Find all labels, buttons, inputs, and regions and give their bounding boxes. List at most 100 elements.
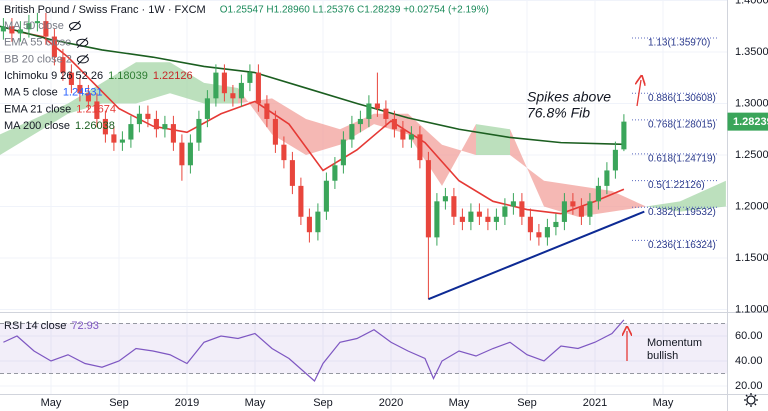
candle-body [408,134,414,140]
x-tick-label: 2019 [175,397,199,409]
candle-body [544,227,550,238]
candle-body [510,201,516,207]
ichimoku-cloud [612,191,646,212]
candle-body [578,206,584,217]
candle-body [204,98,210,119]
candle-body [196,118,202,143]
candle-body [255,72,261,104]
fib-label: 0.382(1.19532) [648,207,716,218]
candle-body [451,196,457,217]
eye-off-icon [68,22,81,30]
candle-body [332,165,338,181]
ichimoku-cloud [646,201,680,212]
candle-body [527,216,533,233]
candle-body [570,201,576,207]
candle-body [340,139,346,166]
candle-body [349,124,355,140]
candle-body [587,201,593,217]
price-pane [0,12,726,301]
candle-body [323,180,329,212]
candle-body [289,160,295,186]
settings-icon[interactable] [744,393,758,407]
chart-title: British Pound / Swiss Franc · 1W · FXCM [4,4,206,16]
arrow-up [637,80,641,107]
candle-body [230,93,236,99]
legend-value: 1.21674 [76,103,116,115]
x-tick-label: May [245,397,266,409]
candle-body [595,185,601,202]
annotation-text: Momentum [647,337,702,349]
rsi-pane [0,319,727,382]
ichimoku-cloud [34,103,68,135]
candle-body [247,72,253,83]
ichimoku-cloud [476,124,510,155]
legend-name: MA 50 close [4,20,64,32]
candle-body [366,103,372,119]
x-tick-label: May [41,397,62,409]
candle-body [34,21,40,24]
candle-body [315,211,321,233]
candle-body [0,26,6,32]
rsi-legend-value: 72.93 [71,320,99,332]
fib-label: 0.236(1.16324) [648,240,716,251]
candle-body [9,26,15,34]
candle-body [561,201,567,222]
y-tick-label: 1.25000 [735,149,768,161]
candle-body [94,101,100,119]
fib-label: 0.618(1.24719) [648,154,716,165]
legend-value: 1.24531 [63,87,103,99]
candle-body [213,72,219,99]
candle-body [68,72,74,85]
x-tick-label: Sep [517,397,537,409]
candle-body [621,121,627,150]
candle-body [391,118,397,130]
candle-body [128,124,134,140]
candle-body [17,29,23,34]
x-tick-label: 2020 [379,397,403,409]
candle-body [604,170,610,186]
fib-label: 0.768(1.28015) [648,120,716,131]
last-price-label: 1.28239 [733,116,768,128]
y-tick-label: 1.15000 [735,252,768,264]
legend-name: MA 200 close [4,120,70,132]
rsi-legend-name: RSI 14 close [4,320,66,332]
candle-body [417,134,423,161]
x-tick-label: Sep [109,397,129,409]
legend-name: BB 20 close 2 [4,53,72,65]
ichimoku-cloud [306,118,340,155]
ohlc-values: O1.25547 H1.28960 L1.25376 C1.28239 +0.0… [220,5,489,16]
fib-label: 0.886(1.30608) [648,93,716,104]
candle-body [238,82,244,99]
ichimoku-cloud [544,180,578,217]
candle-body [519,201,525,217]
ichimoku-cloud [0,118,34,155]
candle-body [60,57,66,73]
candle-body [502,206,508,217]
x-tick-label: May [449,397,470,409]
candle-body [357,118,363,125]
legend-value: 1.18039 [108,70,148,82]
candle-body [485,216,491,222]
y-tick-label: 1.20000 [735,200,768,212]
ichimoku-cloud [170,62,204,104]
x-tick-label: Sep [313,397,333,409]
ichimoku-cloud [340,113,374,145]
annotation-text: bullish [647,350,678,362]
candle-body [145,113,151,119]
legend-value: 1.26038 [75,120,115,132]
ichimoku-cloud [510,129,544,207]
candle-body [119,139,125,143]
ichimoku-cloud [68,82,102,114]
candle-body [153,118,159,130]
candle-body [374,103,380,109]
x-tick-label: 2021 [583,397,607,409]
candle-body [468,211,474,222]
trendline [428,210,645,301]
legend-name: MA 5 close [4,87,58,99]
rsi-tick-label: 60.00 [735,330,763,342]
candle-body [102,118,108,135]
candle-body [434,201,440,238]
fib-label: 0.5(1.22126) [648,180,705,191]
candle-body [51,36,57,58]
ichimoku-cloud [102,62,136,104]
